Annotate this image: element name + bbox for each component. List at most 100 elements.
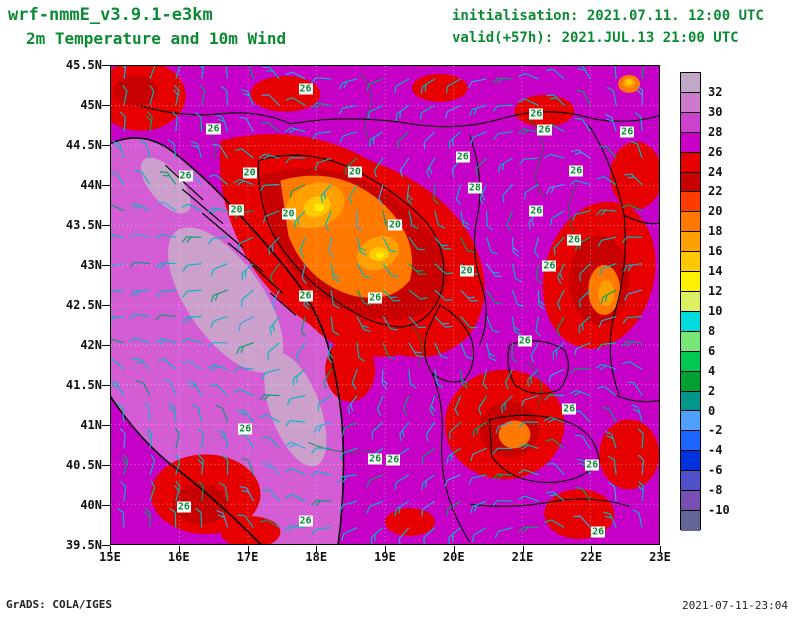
colorbar-tick-label: 26 — [708, 144, 723, 159]
colorbar-tick-label: 2 — [708, 383, 716, 398]
colorbar-cell — [681, 491, 700, 511]
x-axis-tick-mark — [110, 546, 111, 553]
colorbar-tick-label: 8 — [708, 323, 716, 338]
model-title: wrf-nmmE_v3.9.1-e3km — [8, 5, 213, 25]
y-axis-tick-mark — [102, 505, 110, 506]
contour-value-label: 26 — [567, 234, 582, 246]
init-time-label: initialisation: 2021.07.11. 12:00 UTC — [452, 8, 764, 24]
x-axis-tick-mark — [591, 546, 593, 553]
colorbar-tick-label: 30 — [708, 104, 723, 119]
contour-value-label: 26 — [298, 83, 313, 95]
colorbar-cell — [681, 311, 700, 332]
colorbar-cell — [681, 411, 700, 432]
contour-value-label: 26 — [537, 124, 552, 136]
x-axis-tick-label: 19E — [374, 550, 396, 564]
contour-value-label: 26 — [455, 151, 470, 163]
colorbar — [680, 72, 701, 531]
colorbar-tick-label: 16 — [708, 244, 723, 259]
colorbar-cell — [681, 212, 700, 233]
y-axis-tick-mark — [102, 545, 110, 546]
x-axis-tick-mark — [385, 546, 386, 553]
colorbar-cell — [681, 451, 700, 472]
y-axis-tick-label: 42.5N — [65, 298, 102, 312]
x-axis-tick-label: 21E — [511, 550, 534, 564]
valid-time-label: valid(+57h): 2021.JUL.13 21:00 UTC — [452, 30, 739, 46]
y-axis-tick-label: 41.5N — [65, 378, 102, 392]
y-axis-tick-mark — [102, 265, 110, 266]
colorbar-cell — [681, 331, 700, 352]
contour-value-label: 26 — [529, 205, 544, 217]
x-axis-tick-label: 17E — [236, 550, 259, 564]
contour-value-label: 26 — [178, 170, 193, 182]
y-axis-tick-label: 44N — [80, 178, 102, 192]
y-axis-tick-label: 40.5N — [65, 458, 102, 472]
y-axis-tick-label: 45.5N — [65, 58, 102, 72]
wind-barbs-layer — [111, 66, 645, 544]
colorbar-tick-label: -4 — [708, 443, 723, 458]
colorbar-tick-label: -10 — [708, 503, 730, 518]
contour-value-label: 26 — [238, 423, 253, 435]
contour-value-label: 28 — [467, 182, 482, 194]
y-axis-tick-mark — [102, 145, 110, 146]
coastlines-and-borders — [111, 105, 659, 544]
y-axis-tick-mark — [102, 225, 110, 226]
colorbar-cell — [681, 272, 700, 292]
islands — [165, 164, 296, 316]
y-axis-tick-mark — [102, 185, 110, 186]
y-axis-tick-label: 44.5N — [65, 138, 102, 152]
x-axis-tick-mark — [522, 546, 524, 553]
colorbar-cell — [681, 252, 700, 273]
temperature-contour-lines — [198, 73, 578, 453]
colorbar-tick-label: 0 — [708, 403, 716, 418]
colorbar-tick-label: 28 — [708, 124, 723, 139]
colorbar-cell — [681, 132, 700, 153]
colorbar-cell — [681, 471, 700, 492]
contour-value-label: 26 — [176, 501, 191, 513]
colorbar-cell — [681, 391, 700, 412]
x-axis-tick-label: 20E — [442, 550, 465, 564]
y-axis-tick-label: 40N — [80, 498, 102, 512]
colorbar-cell — [681, 92, 700, 113]
x-axis-tick-mark — [178, 546, 180, 553]
contour-value-label: 26 — [620, 126, 635, 138]
colorbar-tick-label: -6 — [708, 463, 723, 478]
contour-value-label: 26 — [585, 459, 600, 471]
contour-value-label: 26 — [542, 260, 557, 272]
contour-value-label: 26 — [569, 165, 584, 177]
colorbar-tick-label: 10 — [708, 303, 723, 318]
colorbar-tick-label: -2 — [708, 423, 723, 438]
colorbar-tick-label: -8 — [708, 483, 723, 498]
colorbar-cell — [681, 73, 700, 93]
colorbar-tick-label: 20 — [708, 204, 723, 219]
contour-value-label: 26 — [368, 292, 383, 304]
adriatic-coastline — [111, 137, 345, 544]
colorbar-cell — [681, 371, 700, 392]
colorbar-cell — [681, 510, 700, 531]
x-axis-tick-mark — [660, 546, 661, 553]
x-axis-tick-label: 15E — [99, 550, 121, 564]
colorbar-tick-label: 14 — [708, 264, 723, 279]
y-axis-tick-mark — [102, 305, 110, 306]
colorbar-tick-label: 18 — [708, 224, 723, 239]
contour-value-label: 26 — [386, 454, 401, 466]
contour-value-label: 20 — [281, 208, 296, 220]
colorbar-cell — [681, 351, 700, 372]
contour-value-label: 20 — [229, 204, 244, 216]
contour-value-label: 20 — [347, 166, 362, 178]
y-axis-tick-mark — [102, 465, 110, 466]
grads-credit: GrADS: COLA/IGES — [6, 598, 112, 611]
x-axis-tick-mark — [453, 546, 455, 553]
contour-value-label: 26 — [529, 108, 544, 120]
x-axis-tick-label: 16E — [167, 550, 190, 564]
x-axis-tick-mark — [316, 546, 318, 553]
colorbar-cell — [681, 232, 700, 253]
colorbar-cell — [681, 291, 700, 312]
colorbar-tick-label: 4 — [708, 363, 716, 378]
y-axis-tick-label: 45N — [80, 98, 102, 112]
x-axis-tick-mark — [247, 546, 249, 553]
y-axis-tick-mark — [102, 105, 110, 106]
y-axis-tick-mark — [102, 425, 110, 426]
y-axis-tick-label: 43.5N — [65, 218, 102, 232]
colorbar-cell — [681, 152, 700, 173]
